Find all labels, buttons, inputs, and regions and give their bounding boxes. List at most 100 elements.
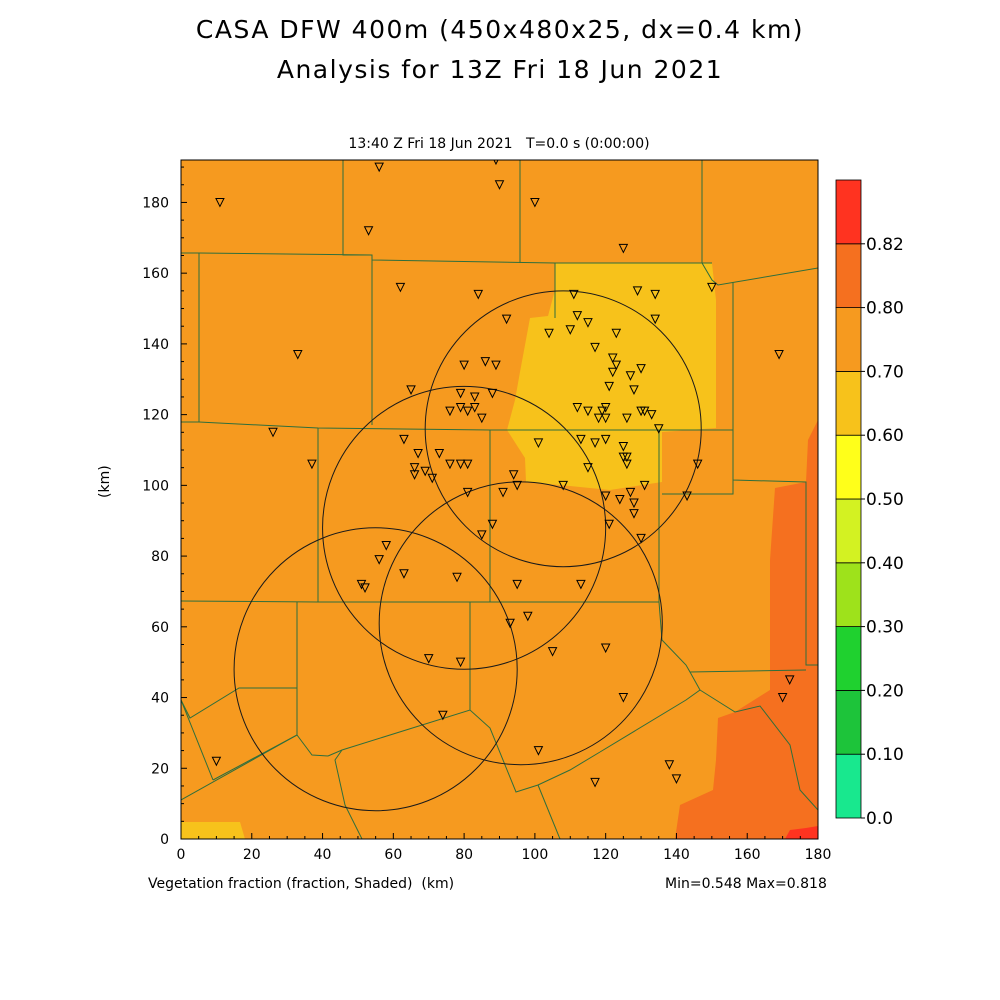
vegetation-pale-corner	[181, 822, 245, 839]
station-marker	[452, 572, 462, 583]
station-marker	[459, 360, 469, 371]
station-marker	[268, 427, 278, 438]
station-marker	[784, 675, 795, 685]
colorbar-label: 0.60	[866, 426, 904, 446]
station-marker	[445, 459, 455, 470]
radar-range-rings	[233, 290, 702, 812]
station-marker	[406, 385, 416, 395]
station-marker	[363, 226, 374, 236]
colorbar-label: 0.20	[866, 681, 904, 701]
station-marker	[639, 480, 650, 491]
y-tick-label: 40	[151, 691, 169, 707]
station-marker	[622, 452, 632, 463]
station-markers	[211, 160, 795, 788]
station-marker	[618, 243, 629, 254]
station-marker	[455, 403, 466, 413]
station-marker	[530, 197, 540, 208]
station-marker	[523, 611, 533, 622]
vegetation-max-area	[785, 826, 818, 839]
station-marker	[395, 282, 406, 293]
station-marker	[399, 569, 409, 579]
station-marker	[455, 388, 466, 399]
radar-ring	[233, 527, 518, 812]
station-marker	[409, 470, 420, 480]
colorbar-label: 0.82	[866, 235, 904, 255]
station-marker	[469, 392, 480, 403]
station-marker	[360, 583, 370, 594]
station-marker	[476, 413, 487, 424]
station-marker	[629, 385, 639, 395]
y-tick-label: 160	[142, 266, 169, 282]
station-marker	[427, 473, 438, 484]
station-marker	[611, 360, 622, 371]
y-axis: 0 20 40 60 80 100 120 140 160 180	[142, 166, 187, 848]
y-tick-label: 180	[142, 195, 169, 211]
station-marker	[607, 367, 618, 378]
colorbar-label: 0.80	[866, 299, 904, 319]
station-marker	[420, 466, 430, 477]
x-tick-label: 160	[734, 847, 761, 863]
y-tick-label: 140	[142, 337, 169, 353]
station-marker	[777, 693, 788, 703]
station-marker	[462, 459, 473, 470]
colorbar-label: 0.70	[866, 362, 904, 382]
station-marker	[434, 449, 445, 459]
station-marker	[692, 459, 703, 470]
station-marker	[646, 410, 657, 420]
station-marker	[650, 314, 661, 325]
station-marker	[565, 325, 576, 335]
station-marker	[211, 756, 222, 767]
station-marker	[374, 162, 384, 173]
station-marker	[583, 406, 593, 417]
station-marker	[494, 180, 505, 190]
station-marker	[636, 533, 646, 544]
station-marker	[597, 406, 607, 417]
x-tick-label: 100	[522, 847, 549, 863]
x-tick-label: 180	[805, 847, 832, 863]
station-marker	[583, 318, 593, 328]
x-tick-label: 0	[177, 847, 186, 863]
station-marker	[576, 434, 586, 445]
station-marker	[462, 406, 473, 417]
colorbar-segment	[835, 626, 862, 691]
colorbar-segment	[835, 562, 862, 627]
station-marker	[604, 381, 615, 392]
station-marker	[292, 350, 303, 360]
station-marker	[533, 746, 544, 756]
station-marker	[381, 540, 392, 551]
y-tick-label: 0	[160, 832, 169, 848]
station-marker	[455, 459, 466, 470]
station-marker	[487, 519, 498, 530]
station-marker	[682, 491, 692, 502]
colorbar-segment	[835, 307, 862, 372]
station-marker	[600, 491, 611, 502]
x-tick-label: 60	[384, 847, 402, 863]
station-marker	[307, 459, 317, 470]
min-max-label: Min=0.548 Max=0.818	[665, 876, 827, 892]
chart-subtitle: Analysis for 13Z Fri 18 Jun 2021	[276, 55, 724, 84]
station-marker	[409, 463, 420, 473]
colorbar-segment	[835, 370, 862, 436]
station-marker	[413, 449, 423, 459]
station-marker	[625, 487, 636, 498]
field-description: Vegetation fraction (fraction, Shaded) (…	[148, 876, 455, 892]
station-marker	[671, 774, 682, 784]
station-marker	[583, 463, 593, 473]
station-marker	[622, 459, 632, 470]
station-marker	[533, 438, 544, 449]
station-marker	[600, 413, 611, 424]
station-marker	[512, 579, 523, 590]
station-marker	[590, 342, 600, 353]
station-marker	[572, 311, 583, 321]
county-boundaries	[181, 160, 818, 839]
station-marker	[639, 406, 650, 417]
vegetation-pale-area	[507, 263, 716, 490]
station-marker	[487, 388, 498, 399]
station-marker	[505, 618, 515, 629]
station-marker	[512, 480, 523, 491]
station-marker	[480, 357, 491, 367]
x-axis: 0 20 40 60 80 100 120 140 160 180	[177, 833, 832, 863]
station-marker	[469, 403, 480, 413]
station-marker	[615, 495, 625, 505]
